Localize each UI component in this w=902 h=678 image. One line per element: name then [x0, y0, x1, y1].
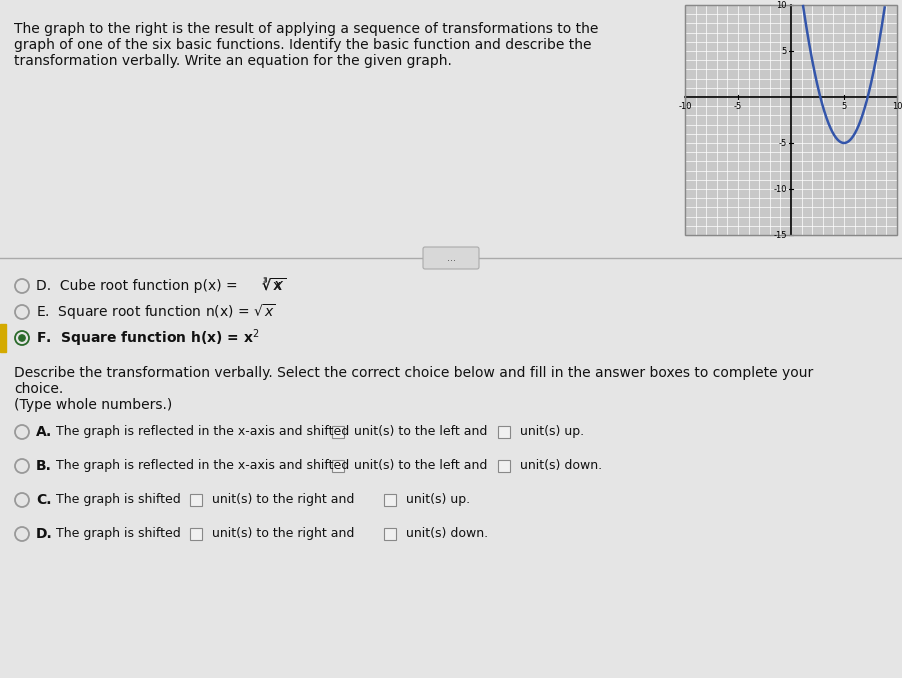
Text: unit(s) down.: unit(s) down.: [402, 527, 488, 540]
Text: -10: -10: [774, 184, 787, 193]
Text: -10: -10: [678, 102, 692, 111]
Text: The graph to the right is the result of applying a sequence of transformations t: The graph to the right is the result of …: [14, 22, 598, 36]
Circle shape: [19, 335, 25, 341]
Text: The graph is shifted: The graph is shifted: [52, 527, 185, 540]
Text: (Type whole numbers.): (Type whole numbers.): [14, 398, 172, 412]
Text: -5: -5: [734, 102, 742, 111]
Bar: [190, 528, 202, 540]
Text: The graph is reflected in the x-axis and shifted: The graph is reflected in the x-axis and…: [52, 426, 354, 439]
Bar: [685, 5, 897, 235]
FancyBboxPatch shape: [423, 247, 479, 269]
Text: 5: 5: [842, 102, 847, 111]
Text: The graph is shifted: The graph is shifted: [52, 494, 185, 506]
Text: $\sqrt[3]{x}$: $\sqrt[3]{x}$: [262, 277, 287, 294]
Bar: [0, 324, 6, 352]
Text: E.  Square root function n(x) = $\sqrt{x}$: E. Square root function n(x) = $\sqrt{x}…: [36, 302, 276, 322]
Text: D.: D.: [36, 527, 52, 541]
Text: unit(s) up.: unit(s) up.: [402, 494, 470, 506]
Bar: [384, 494, 396, 506]
Text: B.: B.: [36, 459, 52, 473]
Text: unit(s) down.: unit(s) down.: [516, 460, 603, 473]
Text: D.  Cube root function p(x) =: D. Cube root function p(x) =: [36, 279, 242, 293]
Text: -5: -5: [778, 138, 787, 148]
Bar: [384, 528, 396, 540]
Text: 5: 5: [782, 47, 787, 56]
Bar: [498, 460, 510, 472]
Text: -15: -15: [774, 231, 787, 239]
Text: A.: A.: [36, 425, 52, 439]
Text: unit(s) to the left and: unit(s) to the left and: [350, 426, 492, 439]
Text: The graph is reflected in the x-axis and shifted: The graph is reflected in the x-axis and…: [52, 460, 354, 473]
Text: 10: 10: [892, 102, 902, 111]
Text: unit(s) to the right and: unit(s) to the right and: [208, 494, 358, 506]
Text: unit(s) up.: unit(s) up.: [516, 426, 584, 439]
Text: Describe the transformation verbally. Select the correct choice below and fill i: Describe the transformation verbally. Se…: [14, 366, 814, 380]
Bar: [190, 494, 202, 506]
Text: ...: ...: [446, 253, 456, 263]
Bar: [685, 5, 897, 235]
Text: graph of one of the six basic functions. Identify the basic function and describ: graph of one of the six basic functions.…: [14, 38, 592, 52]
Text: transformation verbally. Write an equation for the given graph.: transformation verbally. Write an equati…: [14, 54, 452, 68]
Text: 10: 10: [777, 1, 787, 9]
Bar: [332, 426, 344, 438]
Bar: [498, 426, 510, 438]
Text: F.  Square function h(x) = x$^{2}$: F. Square function h(x) = x$^{2}$: [36, 327, 260, 348]
Bar: [332, 460, 344, 472]
Text: choice.: choice.: [14, 382, 63, 396]
Text: C.: C.: [36, 493, 51, 507]
Text: $\mathdefault{\sqrt[3]{x}}$: $\mathdefault{\sqrt[3]{x}}$: [262, 277, 284, 294]
Text: unit(s) to the right and: unit(s) to the right and: [208, 527, 358, 540]
Text: unit(s) to the left and: unit(s) to the left and: [350, 460, 492, 473]
